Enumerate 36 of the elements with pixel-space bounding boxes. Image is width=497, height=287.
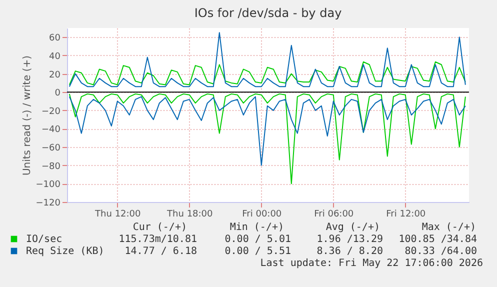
line-series [68, 96, 466, 166]
y-tick-label: −20 [42, 106, 61, 117]
text: Min (-/+) [230, 222, 284, 233]
text: Last update: Fri May 22 17:06:00 2026 [260, 258, 483, 269]
x-tick-label: Thu 12:00 [94, 210, 142, 220]
text: 100.85 /34.84 [398, 234, 477, 245]
chart-title: IOs for /dev/sda - by day [194, 6, 342, 20]
y-tick-label: 0 [54, 88, 61, 99]
text: 80.33 /64.00 [404, 246, 477, 257]
text: 115.73m/10.81 [118, 234, 197, 245]
text: 14.77 / 6.18 [124, 246, 197, 257]
y-tick-label: −60 [42, 144, 61, 154]
y-tick-label: −80 [42, 162, 61, 172]
legend-label: Req Size (KB) [26, 246, 104, 257]
text: 8.36 / 8.20 [316, 246, 383, 257]
y-tick-label: −40 [42, 125, 61, 136]
text: 0.00 / 5.01 [224, 234, 291, 245]
text: 0.00 / 5.51 [224, 246, 291, 257]
y-axis-title: Units read (-) / write (+) [22, 55, 33, 176]
line-series [68, 61, 466, 86]
text: Avg (-/+) [326, 222, 380, 233]
line-series [68, 32, 466, 88]
x-tick-label: Fri 12:00 [386, 210, 426, 220]
y-tick-label: 20 [49, 70, 61, 80]
x-tick-label: Fri 06:00 [314, 210, 354, 220]
legend-label: IO/sec [26, 234, 62, 245]
y-tick-label: −100 [36, 180, 61, 190]
x-tick-label: Fri 00:00 [242, 210, 282, 220]
text: Max (-/+) [422, 222, 476, 233]
y-tick-label: 40 [49, 52, 61, 62]
text: Cur (-/+) [132, 222, 187, 233]
text: 1.96 /13.29 [316, 234, 383, 245]
x-tick-label: Thu 18:00 [166, 210, 214, 220]
line-series [68, 93, 466, 184]
y-tick-label: 60 [49, 34, 61, 44]
y-tick-label: −120 [36, 198, 61, 208]
